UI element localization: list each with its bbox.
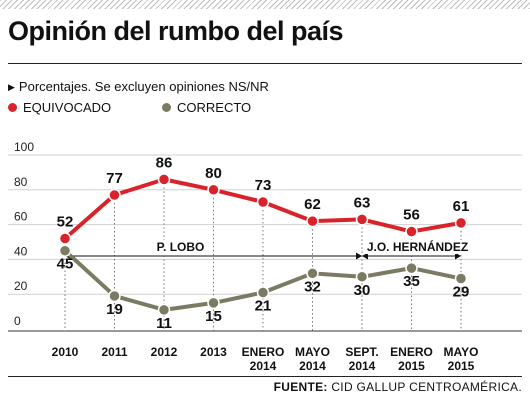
source-note: FUENTE: CID GALLUP CENTROAMÉRICA.: [274, 380, 522, 394]
data-label: 11: [156, 315, 172, 332]
data-point: [207, 183, 220, 197]
y-tick-label: 0: [14, 314, 21, 328]
data-label: 86: [156, 154, 173, 171]
data-point: [405, 225, 418, 238]
source-label: FUENTE:: [273, 380, 328, 394]
data-label: 56: [403, 207, 420, 224]
annotation-label: P. LOBO: [157, 240, 205, 254]
y-tick-label: 20: [14, 279, 28, 293]
data-label: 19: [106, 301, 123, 318]
data-label: 32: [304, 278, 321, 295]
legend-label: CORRECTO: [177, 100, 252, 115]
data-point: [58, 232, 72, 245]
data-label: 29: [453, 284, 470, 301]
source-rule: [8, 376, 522, 377]
data-point: [256, 195, 270, 209]
x-tick-label: 2014: [250, 359, 277, 373]
data-point: [157, 173, 171, 186]
x-tick-label: ENERO: [242, 345, 285, 359]
data-label: 62: [304, 196, 321, 213]
x-tick-label: 2011: [101, 345, 127, 359]
y-tick-label: 40: [14, 244, 28, 258]
y-tick-label: 100: [14, 140, 34, 154]
data-label: 63: [354, 194, 371, 211]
annotation-arrowhead-icon: [356, 252, 362, 260]
data-label: 52: [57, 214, 74, 231]
y-tick-label: 80: [14, 175, 28, 189]
x-tick-label: 2014: [299, 359, 326, 373]
data-point: [405, 261, 418, 275]
data-label: 21: [255, 297, 272, 314]
data-point: [58, 244, 72, 257]
chart-title: Opinión del rumbo del país: [8, 16, 344, 46]
triangle-icon: ▶: [8, 82, 15, 92]
data-label: 15: [205, 308, 222, 325]
data-point: [355, 270, 369, 284]
annotation-label: J.O. HERNÁNDEZ: [367, 239, 468, 254]
x-tick-label: 2015: [398, 359, 425, 373]
data-point: [306, 267, 319, 280]
data-label: 45: [57, 256, 74, 273]
legend-dot-icon: [162, 103, 171, 112]
annotation-arrowhead-icon: [362, 252, 368, 260]
x-tick-label: 2014: [349, 359, 376, 373]
source-text: CID GALLUP CENTROAMÉRICA.: [331, 380, 522, 394]
data-point: [454, 216, 468, 230]
x-tick-label: ENERO: [390, 345, 433, 359]
annotation-label-bg: [151, 240, 210, 254]
data-label: 73: [255, 177, 272, 194]
x-tick-label: MAYO: [295, 345, 330, 359]
annotation-arrowhead-icon: [455, 252, 461, 260]
annotation-label-bg: [363, 240, 472, 254]
data-label: 77: [106, 170, 123, 187]
x-tick-label: 2010: [52, 345, 79, 359]
x-tick-label: MAYO: [444, 345, 479, 359]
legend-label: EQUIVOCADO: [23, 100, 112, 115]
x-tick-label: 2015: [448, 359, 475, 373]
legend-item-correcto: CORRECTO: [162, 100, 251, 115]
data-point: [207, 296, 220, 310]
data-point: [157, 303, 171, 317]
x-tick-label: SEPT.: [345, 345, 378, 359]
data-point: [108, 289, 121, 303]
data-point: [108, 188, 121, 202]
data-point: [454, 272, 468, 285]
y-tick-label: 60: [14, 210, 28, 224]
title-rule: [8, 63, 522, 64]
data-point: [256, 286, 270, 299]
data-point: [355, 213, 369, 226]
chart-subtitle: ▶ Porcentajes. Se excluyen opiniones NS/N…: [8, 79, 269, 94]
x-tick-label: 2012: [151, 345, 178, 359]
legend-item-equivocado: EQUIVOCADO: [8, 100, 111, 115]
data-point: [306, 214, 319, 228]
header-hatch: [0, 0, 530, 9]
subtitle-text: Porcentajes. Se excluyen opiniones NS/NR: [18, 79, 269, 94]
legend-dot-icon: [8, 103, 17, 112]
data-label: 80: [205, 165, 222, 182]
data-label: 61: [453, 198, 470, 215]
data-label: 30: [354, 282, 371, 299]
data-label: 35: [403, 273, 420, 290]
x-tick-label: 2013: [200, 345, 227, 359]
